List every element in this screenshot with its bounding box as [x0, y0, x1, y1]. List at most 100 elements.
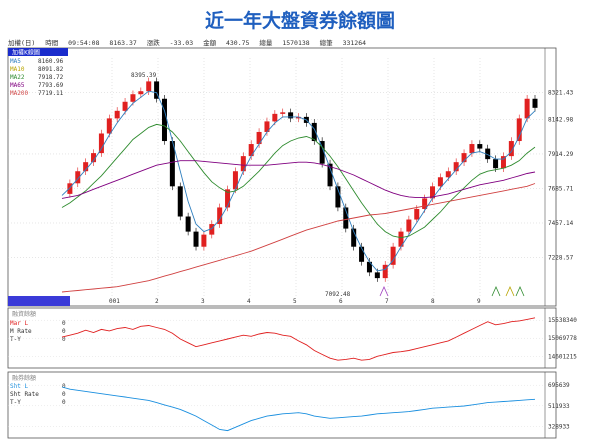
candle-body [508, 141, 514, 157]
change-label: 漲跌 [146, 39, 160, 47]
price-y-tick-label: 7228.57 [548, 254, 574, 261]
candle-body [83, 162, 89, 172]
candle-body [146, 81, 152, 92]
price-y-ticks: 8321.43 8142.98 7914.29 7685.71 7457.14 7228.… [548, 90, 574, 262]
short-y-tick-label: 695639 [548, 382, 570, 389]
candle-body [366, 261, 372, 273]
price-x-tick-label: 4 [247, 298, 251, 305]
ma-line-ma200 [61, 183, 536, 293]
margin-row-name: M Rate [10, 328, 32, 335]
candle-body [469, 144, 475, 154]
candle-body [67, 183, 73, 194]
ma-legend-name: MA200 [10, 90, 28, 97]
ma-legend-value: 8160.96 [38, 58, 64, 65]
ma-legend-name: MA22 [10, 74, 25, 81]
price-x-tick-label: 9 [477, 298, 481, 305]
ma-legend-value: 8091.82 [38, 66, 64, 73]
short-panel-frame [7, 371, 557, 439]
short-row-name: T-Y [10, 399, 21, 406]
margin-panel-header-label: 融資餘額 [12, 310, 36, 318]
low-annotation: 7092.48 [325, 291, 351, 298]
candle-body [477, 144, 483, 149]
price-y-tick-label: 7457.14 [548, 220, 574, 227]
candle-body [177, 186, 183, 217]
short-row-name: Sht L [10, 383, 28, 390]
candle-body [185, 216, 191, 232]
candle-body [382, 264, 388, 279]
amount-label: 金額 [203, 39, 217, 47]
margin-y-tick-label: 15069778 [548, 335, 577, 342]
price-x-tick-label: 3 [201, 298, 205, 305]
margin-y-tick-label: 14601215 [548, 353, 577, 360]
candle-body [272, 113, 278, 122]
candle-body [493, 159, 499, 169]
price-value: 8163.37 [109, 39, 137, 47]
price-x-tick-label: 001 [109, 298, 120, 305]
price-y-tick-label: 8321.43 [548, 90, 574, 97]
high-annotation: 8395.39 [131, 72, 157, 79]
signal-marker-icon [505, 286, 515, 297]
margin-y-tick-label: 15538340 [548, 317, 577, 324]
price-panel-scroll-block[interactable] [8, 296, 70, 306]
candle-body [414, 208, 420, 220]
candle-body [359, 246, 365, 262]
candle-body [154, 81, 160, 99]
price-x-ticks: 001 2 3 4 5 6 7 8 9 [109, 298, 481, 305]
margin-rows: Mar L 0 M Rate 0 T-Y 0 [10, 320, 66, 343]
candle-body [240, 156, 246, 172]
candle-body [311, 122, 317, 142]
candle-body [130, 94, 136, 102]
short-balance-line [61, 386, 536, 432]
price-y-tick-label: 7685.71 [548, 185, 574, 192]
margin-row-value: 0 [62, 336, 66, 343]
margin-row-value: 0 [62, 320, 66, 327]
candle-body [256, 131, 262, 145]
candle-body [351, 228, 357, 247]
candle-body [422, 198, 428, 209]
candle-body [453, 162, 459, 172]
candle-body [225, 189, 231, 208]
price-series-group [61, 77, 538, 293]
candle-body [264, 121, 270, 132]
candle-body [232, 171, 238, 190]
candle-body [461, 153, 467, 163]
change-value: -33.03 [169, 39, 194, 47]
candle-body [485, 148, 491, 160]
candle-body [98, 133, 104, 154]
lots-value: 331264 [342, 39, 367, 47]
candle-body [374, 272, 380, 279]
volume-label: 總量 [259, 39, 273, 47]
price-panel-frame [7, 47, 557, 307]
quote-info-bar: 加權(日) 時間 09:54:08 8163.37 漲跌 -33.03 金額 4… [8, 37, 558, 48]
candle-body [106, 118, 112, 134]
short-y-tick-label: 328933 [548, 423, 570, 430]
candle-body [169, 141, 175, 187]
candle-body [516, 118, 522, 142]
short-panel-header-label: 融券餘額 [12, 374, 36, 382]
candle-body [91, 153, 97, 163]
time-value: 09:54:08 [68, 39, 100, 47]
candle-body [398, 231, 404, 247]
short-row-value: 0 [62, 399, 66, 406]
time-label: 時間 [45, 39, 59, 47]
candle-body [201, 234, 207, 247]
price-x-tick-label: 2 [155, 298, 159, 305]
short-row-value: 0 [62, 383, 66, 390]
candle-body [138, 91, 144, 95]
price-panel-header-bg [8, 48, 68, 56]
ma-line-ma5 [61, 90, 536, 272]
ma-legend-value: 7793.69 [38, 82, 64, 89]
candle-body [532, 98, 538, 108]
ma-legend-name: MA65 [10, 82, 25, 89]
short-rows: Sht L 0 Sht Rate 0 T-Y 0 [10, 383, 66, 406]
candle-body [343, 207, 349, 229]
short-series [61, 386, 536, 432]
page-title: 近一年大盤資券餘額圖 [204, 10, 395, 32]
candle-body [327, 163, 333, 187]
margin-balance-line [61, 317, 536, 361]
price-x-tick-label: 5 [293, 298, 297, 305]
margin-row-name: T-Y [10, 336, 21, 343]
candle-body [500, 156, 506, 169]
candle-body [390, 246, 396, 265]
candle-body [209, 224, 215, 235]
